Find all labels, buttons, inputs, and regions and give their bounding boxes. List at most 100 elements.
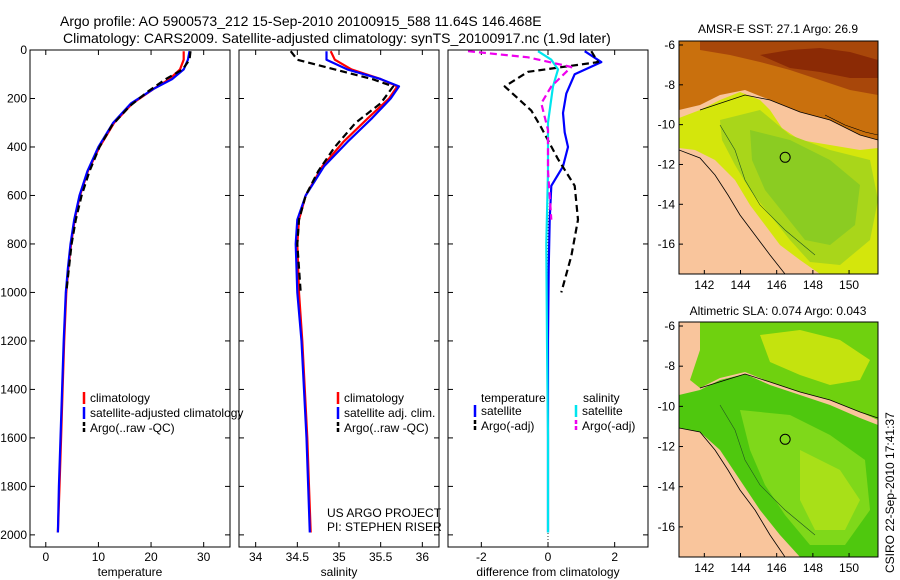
salinity-xtick-label: 36 (416, 550, 430, 564)
sla-coastline (679, 427, 786, 557)
sst-xtick-label: 148 (803, 278, 823, 292)
figure-title-line1: Argo profile: AO 5900573_212 15-Sep-2010… (60, 13, 542, 29)
sla-map-ticks: 142 144 146 148 150 -6 -8 -10 -12 -14 -16 (658, 319, 860, 575)
legend-label-satellite: satellite-adjusted climatology (90, 406, 243, 420)
difference-panel: -2 0 2 difference from climatology tempera… (447, 49, 649, 579)
sla-yellow-patch (760, 330, 870, 385)
salinity-axes-box (238, 49, 440, 548)
csiro-timestamp: CSIRO 22-Sep-2010 17:41:37 (883, 412, 897, 573)
temperature-xtick-label: 20 (144, 550, 158, 564)
temperature-panel: 0 10 20 30 0 200 400 600 800 1000 1200 1400 1600 1800… (0, 43, 243, 579)
sst-coral-sea-core (750, 130, 860, 245)
depth-ytick-label: 1000 (0, 285, 27, 299)
temperature-xtick-label: 30 (197, 550, 211, 564)
sla-ytick-label: -8 (664, 359, 675, 373)
sla-map-panel: Altimetric SLA: 0.074 Argo: 0.043 142 144… (658, 304, 879, 575)
legend-label-argo: Argo(..raw -QC) (90, 421, 175, 435)
sla-xtick-label: 144 (730, 561, 750, 575)
depth-ytick-label: 1600 (0, 431, 27, 445)
legend-label-argo: Argo(..raw -QC) (344, 421, 429, 435)
depth-ytick-label: 800 (7, 237, 27, 251)
legend-label-temp-satellite: satellite (481, 404, 522, 418)
sst-argo-location-marker (779, 151, 791, 163)
sst-ytick-label: -6 (664, 38, 675, 52)
sla-xtick-label: 146 (767, 561, 787, 575)
sst-map-image (679, 41, 878, 274)
depth-ytick-label: 2000 (0, 528, 27, 542)
sst-coastline (679, 149, 786, 274)
sst-xtick-label: 150 (839, 278, 859, 292)
sst-islands-outline (824, 114, 878, 136)
sla-ytick-label: -14 (658, 480, 676, 494)
sla-map-title: Altimetric SLA: 0.074 Argo: 0.043 (690, 304, 867, 318)
depth-ytick-label: 1400 (0, 382, 27, 396)
legend-label-sal-argo: Argo(-adj) (582, 419, 635, 433)
sst-map-box (678, 40, 879, 275)
temperature-axis-ticks: 0 10 20 30 0 200 400 600 800 1000 1200 1400 1600 1800… (0, 43, 230, 564)
salinity-series-argo (289, 50, 395, 293)
legend-label-climatology: climatology (344, 391, 404, 405)
credit-line2: PI: STEPHEN RISER (327, 520, 442, 534)
temperature-xlabel: temperature (98, 565, 163, 579)
sla-cape-york-land (679, 428, 785, 557)
temperature-xtick-label: 10 (92, 550, 106, 564)
legend-label-satellite: satellite adj. clim. (344, 406, 435, 420)
sla-ytick-label: -12 (658, 440, 676, 454)
sla-ytick-label: -6 (664, 319, 675, 333)
depth-ytick-label: 200 (7, 91, 27, 105)
legend-title-temperature: temperature (481, 391, 546, 405)
difference-series-salinity-argo-adj- (467, 50, 573, 220)
legend-label-temp-argo: Argo(-adj) (481, 419, 534, 433)
salinity-lines (289, 50, 401, 533)
sst-reef-contour (719, 124, 816, 256)
difference-legend: temperature salinity satellite Argo(-adj… (473, 391, 635, 433)
depth-ytick-label: 1200 (0, 334, 27, 348)
salinity-panel: 34 34.5 35 35.5 36 salinity climatology sate… (238, 49, 442, 579)
temperature-lines (56, 50, 192, 533)
salinity-legend: climatology satellite adj. clim. Argo(..… (336, 391, 435, 435)
sla-ytick-label: -10 (658, 399, 676, 413)
sst-xtick-label: 146 (767, 278, 787, 292)
sla-map-image (679, 322, 878, 557)
sla-argo-location-marker (779, 433, 791, 445)
temperature-series-satellite (56, 50, 191, 533)
salinity-xtick-label: 34.5 (286, 550, 310, 564)
sla-xtick-label: 148 (803, 561, 823, 575)
difference-series-temperature-argo-adj- (503, 50, 600, 293)
salinity-xtick-label: 35.5 (369, 550, 393, 564)
sst-warmest-band (760, 48, 878, 78)
sst-ytick-label: -16 (658, 237, 676, 251)
sst-xtick-label: 142 (694, 278, 714, 292)
temperature-series-climatology (56, 51, 185, 533)
sla-ytick-label: -16 (658, 520, 676, 534)
difference-xtick-label: 0 (545, 550, 552, 564)
difference-lines (467, 50, 603, 547)
legend-label-sal-satellite: satellite (582, 404, 623, 418)
credit-line1: US ARGO PROJECT (327, 506, 442, 520)
sla-reef-contour (719, 404, 816, 536)
sst-ytick-label: -14 (658, 197, 676, 211)
sst-map-title: AMSR-E SST: 27.1 Argo: 26.9 (698, 22, 858, 36)
depth-ytick-label: 0 (20, 43, 27, 57)
sst-map-panel: AMSR-E SST: 27.1 Argo: 26.9 142 144 146 148… (658, 22, 879, 292)
difference-series-temperature-satellite (546, 50, 603, 533)
sla-yellow-core (800, 450, 860, 530)
difference-xtick-label: -2 (476, 550, 487, 564)
sst-cape-york-land (679, 150, 785, 274)
temperature-legend: climatology satellite-adjusted climatolo… (82, 391, 243, 435)
difference-axes-box (447, 49, 649, 548)
salinity-xlabel: salinity (321, 565, 358, 579)
sla-png-coastline (699, 373, 878, 419)
figure-title-line2: Climatology: CARS2009. Satellite-adjuste… (63, 30, 611, 46)
sst-xtick-label: 144 (730, 278, 750, 292)
legend-title-salinity: salinity (583, 391, 620, 405)
temperature-xtick-label: 0 (42, 550, 49, 564)
salinity-xtick-label: 34 (249, 550, 263, 564)
sla-xtick-label: 142 (694, 561, 714, 575)
salinity-series-satellite (294, 51, 401, 533)
difference-series-salinity-satellite (537, 50, 560, 533)
legend-label-climatology: climatology (90, 391, 150, 405)
temperature-axes-box (29, 49, 231, 548)
sst-ytick-label: -12 (658, 157, 676, 171)
